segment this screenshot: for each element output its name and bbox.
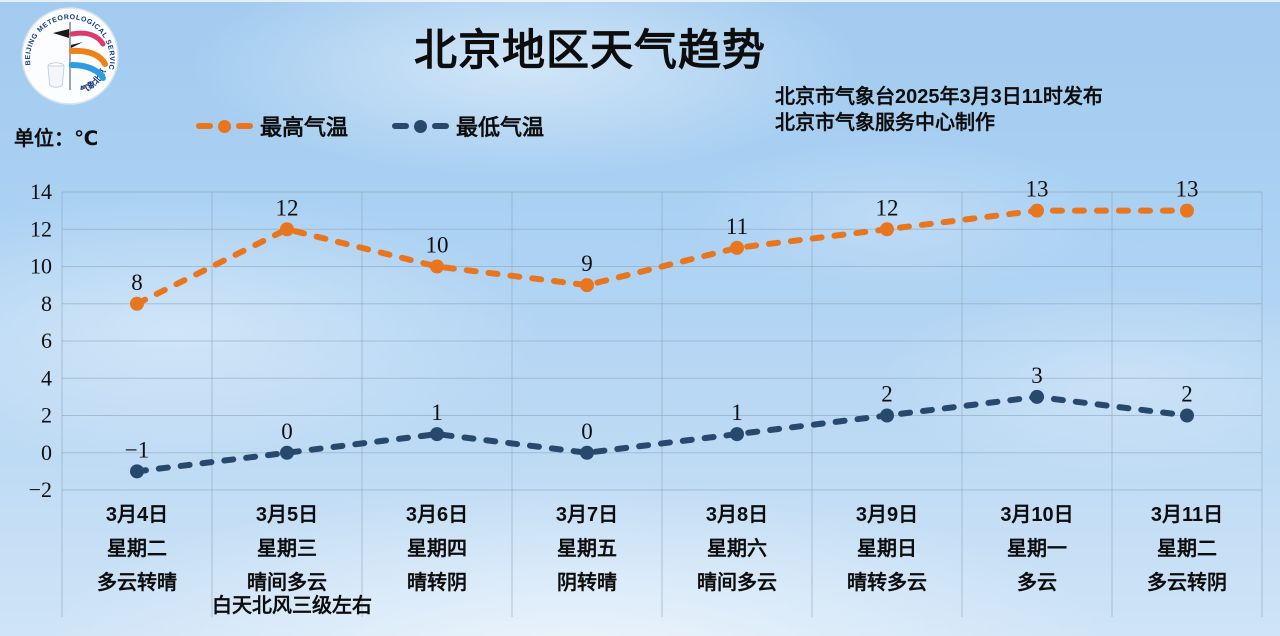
low-temp-value-label: 1: [431, 400, 443, 425]
weekday-label: 星期四: [407, 538, 467, 560]
weekday-label: 星期一: [1007, 538, 1067, 560]
low-temp-point: [730, 427, 744, 442]
low-temp-value-label: 0: [581, 419, 593, 444]
low-temp-point: [280, 445, 294, 460]
date-label: 3月11日: [1150, 504, 1224, 526]
low-temp-point: [1030, 389, 1044, 404]
high-temp-line: [134, 207, 1190, 307]
publish-line-1: 北京市气象台2025年3月3日11时发布: [775, 86, 1103, 108]
unit-label: 单位：℃: [14, 128, 99, 150]
weather-label: 晴间多云: [247, 572, 327, 594]
high-temp-point: [730, 240, 744, 255]
date-label: 3月5日: [255, 504, 319, 526]
low-temp-point: [430, 427, 444, 442]
weather-label: 多云: [1017, 572, 1057, 594]
y-tick-label: 0: [41, 440, 52, 465]
weather-label: 晴间多云: [697, 572, 777, 594]
low-temp-value-label: 1: [731, 400, 743, 425]
x-category-3: 3月6日星期四晴转阴: [362, 504, 512, 606]
x-category-8: 3月11日星期二多云转阴: [1112, 504, 1262, 606]
x-category-5: 3月8日星期六晴间多云: [662, 504, 812, 606]
high-temp-point: [580, 278, 594, 293]
high-temp-line-sample: [196, 119, 253, 133]
low-temp-value-label: 2: [881, 382, 893, 407]
weather-label: 白天北风三级左右: [212, 595, 372, 617]
date-label: 3月10日: [1000, 504, 1074, 526]
logo-ribbon-red: [69, 30, 106, 47]
legend-item-high-temp: 最高气温: [196, 110, 348, 142]
low-temp-value-label: 2: [1181, 382, 1193, 407]
y-tick-label: 6: [41, 328, 52, 353]
date-label: 3月4日: [105, 504, 169, 526]
high-temp-value-label: 13: [1026, 177, 1049, 202]
high-temp-value-label: 10: [426, 233, 449, 258]
low-temp-point: [580, 445, 594, 460]
weekday-label: 星期日: [857, 538, 917, 560]
y-tick-label: 10: [30, 254, 52, 279]
low-temp-point: [1180, 408, 1194, 423]
high-temp-value-label: 9: [581, 251, 593, 276]
y-tick-label: 12: [30, 216, 52, 241]
date-label: 3月6日: [405, 504, 469, 526]
low-temp-point: [880, 408, 894, 423]
weekday-label: 星期六: [707, 538, 767, 560]
high-temp-point: [1180, 203, 1194, 218]
y-tick-label: 14: [30, 179, 52, 204]
x-category-4: 3月7日星期五阴转晴: [512, 504, 662, 606]
low-temp-point: [130, 464, 144, 479]
weekday-label: 星期三: [257, 538, 317, 560]
beijing-meteorological-service-logo: BEIJING METEOROLOGICAL SERVICE 气象北京: [20, 6, 119, 105]
logo-windsock-body: [47, 65, 65, 88]
x-category-2: 3月5日星期三晴间多云 白天北风三级左右: [212, 504, 372, 618]
low-temp-line: [134, 393, 1190, 475]
weather-label: 多云转阴: [1147, 572, 1227, 594]
low-temp-value-label: 3: [1031, 363, 1043, 388]
y-tick-label: 8: [41, 291, 52, 316]
high-temp-point: [280, 222, 294, 237]
page-title: 北京地区天气趋势: [414, 27, 766, 75]
logo-ribbon-blue: [69, 62, 106, 81]
publish-line-2: 北京市气象服务中心制作: [775, 112, 995, 134]
top-edge-strip: [0, 0, 1280, 2]
y-tick-label: 4: [41, 365, 52, 390]
weather-label: 晴转阴: [407, 572, 467, 594]
legend-label-high-temp: 最高气温: [260, 115, 349, 140]
weather-label: 晴转多云: [847, 572, 927, 594]
high-temp-point: [880, 222, 894, 237]
date-label: 3月7日: [555, 504, 619, 526]
high-temp-value-label: 13: [1176, 177, 1199, 202]
x-category-7: 3月10日星期一多云: [962, 504, 1112, 606]
high-temp-point: [130, 296, 144, 311]
date-label: 3月8日: [705, 504, 769, 526]
high-temp-value-label: 12: [276, 195, 299, 220]
weather-label: 阴转晴: [557, 572, 617, 594]
x-category-6: 3月9日星期日晴转多云: [812, 504, 962, 606]
date-label: 3月9日: [855, 504, 919, 526]
low-temp-line-sample: [392, 119, 450, 133]
x-category-1: 3月4日星期二多云转晴: [62, 504, 212, 606]
logo-mast: [69, 22, 71, 90]
high-temp-point: [1030, 203, 1044, 218]
legend-label-low-temp: 最低气温: [456, 115, 545, 140]
high-temp-value-label: 8: [131, 270, 143, 295]
weather-label: 多云转晴: [97, 572, 177, 594]
high-temp-point: [430, 259, 444, 274]
y-tick-label: 2: [41, 403, 52, 428]
weekday-label: 星期二: [1157, 538, 1217, 560]
chart-legend: 最高气温 最低气温: [196, 110, 544, 142]
y-tick-label: −2: [29, 477, 52, 502]
weekday-label: 星期五: [557, 538, 617, 560]
low-temp-value-label: 0: [281, 419, 293, 444]
logo-ribbon-orange: [69, 47, 108, 67]
weekday-label: 星期二: [107, 538, 167, 560]
low-temp-value-label: −1: [125, 437, 149, 462]
wind-vane-small-icon: [71, 42, 83, 48]
high-temp-value-label: 12: [876, 195, 899, 220]
high-temp-value-label: 11: [726, 214, 748, 239]
wind-vane-icon: [53, 29, 69, 38]
publish-info: 北京市气象台2025年3月3日11时发布 北京市气象服务中心制作: [775, 84, 1103, 136]
legend-item-low-temp: 最低气温: [392, 110, 544, 142]
